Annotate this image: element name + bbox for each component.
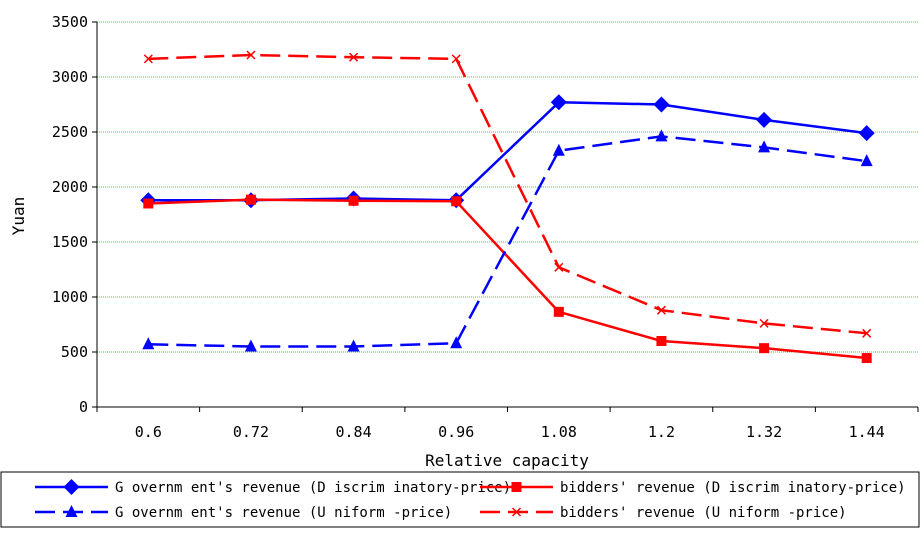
x-tick-label: 1.32: [746, 423, 782, 441]
x-tick-label: 0.6: [135, 423, 162, 441]
data-point: [861, 353, 872, 364]
marker-stroke: [759, 318, 769, 328]
data-point: [655, 129, 668, 142]
data-point: [349, 52, 359, 62]
legend-label: bidders' revenue (U niform -price): [560, 505, 847, 521]
y-tick-label: 0: [79, 398, 88, 416]
legend-item-3: G overnm ent's revenue (U niform -price): [35, 505, 452, 521]
tick-labels: 0 500 1000 1500 2000 2500 3000 3500 0.6 0.72 0.84 0…: [52, 13, 885, 441]
data-point: [756, 111, 773, 128]
marker-stroke: [511, 507, 522, 517]
series-layer: [140, 50, 875, 364]
data-point: [552, 143, 565, 156]
marker-stroke: [656, 305, 666, 315]
data-point: [450, 336, 463, 349]
data-point: [554, 262, 564, 272]
y-tick-label: 500: [61, 343, 88, 361]
x-tick-label: 0.96: [438, 423, 474, 441]
legend-marker: [65, 505, 78, 517]
series-2: [143, 194, 872, 364]
data-point: [653, 96, 670, 113]
data-point: [245, 194, 256, 205]
y-tick-label: 1000: [52, 288, 88, 306]
series-line: [148, 135, 867, 348]
data-point: [244, 339, 257, 352]
y-tick-label: 2500: [52, 123, 88, 141]
marker-stroke: [451, 54, 461, 64]
y-tick-label: 3000: [52, 68, 88, 86]
series-3: [142, 129, 873, 352]
data-point: [860, 154, 873, 167]
legend-box: [0, 471, 920, 528]
data-point: [550, 94, 567, 111]
data-point: [246, 50, 256, 60]
y-tick-label: 2000: [52, 178, 88, 196]
x-axis-title: Relative capacity: [425, 451, 589, 470]
data-point: [553, 306, 564, 317]
data-point: [862, 328, 872, 338]
legend-label: G overnm ent's revenue (D iscrim inatory…: [115, 480, 511, 496]
data-point: [143, 198, 154, 209]
data-point: [858, 125, 875, 142]
data-point: [758, 140, 771, 153]
series-4: [143, 50, 872, 338]
data-point: [451, 196, 462, 207]
series-line: [148, 198, 867, 360]
marker-stroke: [143, 54, 153, 64]
x-tick-label: 1.08: [541, 423, 577, 441]
data-point: [759, 318, 769, 328]
gridlines: [97, 21, 918, 353]
x-tick-label: 1.2: [648, 423, 675, 441]
y-tick-label: 3500: [52, 13, 88, 31]
y-axis-title: Yuan: [9, 197, 28, 236]
legend-marker: [63, 479, 80, 495]
data-point: [347, 339, 360, 352]
x-tick-label: 1.44: [849, 423, 885, 441]
data-point: [348, 195, 359, 206]
data-point: [143, 54, 153, 64]
series-line: [148, 53, 867, 335]
marker-stroke: [246, 50, 256, 60]
legend-item-2: bidders' revenue (D iscrim inatory-price…: [480, 480, 906, 496]
data-point: [451, 54, 461, 64]
marker-stroke: [349, 52, 359, 62]
legend-item-4: bidders' revenue (U niform -price): [480, 505, 847, 521]
legend: G overnm ent's revenue (D iscrim inatory…: [0, 471, 920, 528]
axes: [92, 21, 919, 412]
x-tick-label: 0.84: [336, 423, 372, 441]
y-tick-label: 1500: [52, 233, 88, 251]
data-point: [759, 343, 770, 354]
legend-marker: [511, 507, 522, 517]
data-point: [656, 305, 666, 315]
data-point: [656, 336, 667, 346]
marker-stroke: [862, 328, 872, 338]
legend-label: G overnm ent's revenue (U niform -price): [115, 505, 452, 521]
legend-label: bidders' revenue (D iscrim inatory-price…: [560, 480, 906, 496]
x-tick-label: 0.72: [233, 423, 269, 441]
data-point: [142, 337, 155, 350]
legend-item-1: G overnm ent's revenue (D iscrim inatory…: [35, 479, 511, 496]
legend-marker: [511, 482, 522, 492]
marker-stroke: [554, 262, 564, 272]
